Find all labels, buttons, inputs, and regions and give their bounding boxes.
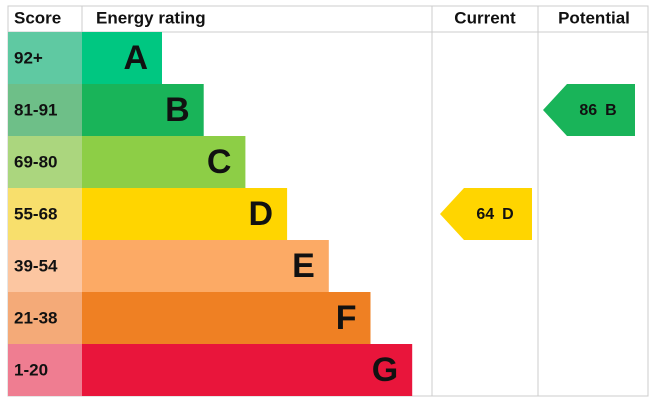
score-label: 69-80 xyxy=(14,152,57,171)
rating-bar xyxy=(82,188,288,240)
score-label: 92+ xyxy=(14,48,43,67)
rating-bar xyxy=(82,84,204,136)
score-cell xyxy=(8,344,82,396)
rating-letter: D xyxy=(249,195,274,233)
potential-band: B xyxy=(605,102,617,119)
current-arrow xyxy=(440,188,532,240)
score-cell xyxy=(8,32,82,84)
score-label: 55-68 xyxy=(14,204,57,223)
current-label: 64 D xyxy=(476,206,513,223)
score-cell xyxy=(8,292,82,344)
rating-bar xyxy=(82,344,413,396)
rating-letter: B xyxy=(165,91,190,129)
potential-header: Potential xyxy=(558,8,630,27)
score-cell xyxy=(8,188,82,240)
potential-value: 86 xyxy=(579,102,597,119)
rating-bar xyxy=(82,32,162,84)
rating-bar xyxy=(82,240,329,292)
potential-arrow xyxy=(543,84,635,136)
rating-letter: E xyxy=(292,247,315,285)
score-cell xyxy=(8,84,82,136)
score-label: 81-91 xyxy=(14,100,57,119)
rating-letter: F xyxy=(336,299,357,337)
score-label: 1-20 xyxy=(14,360,48,379)
rating-header: Energy rating xyxy=(96,8,206,27)
score-label: 21-38 xyxy=(14,308,57,327)
score-cell xyxy=(8,240,82,292)
rating-letter: A xyxy=(123,39,148,77)
score-cell xyxy=(8,136,82,188)
rating-bar xyxy=(82,136,246,188)
potential-label: 86 B xyxy=(579,102,616,119)
score-label: 39-54 xyxy=(14,256,58,275)
current-header: Current xyxy=(454,8,516,27)
current-value: 64 xyxy=(476,206,494,223)
rating-bar xyxy=(82,292,371,344)
current-band: D xyxy=(502,206,514,223)
rating-letter: G xyxy=(372,351,398,389)
score-header: Score xyxy=(14,8,61,27)
rating-letter: C xyxy=(207,143,232,181)
